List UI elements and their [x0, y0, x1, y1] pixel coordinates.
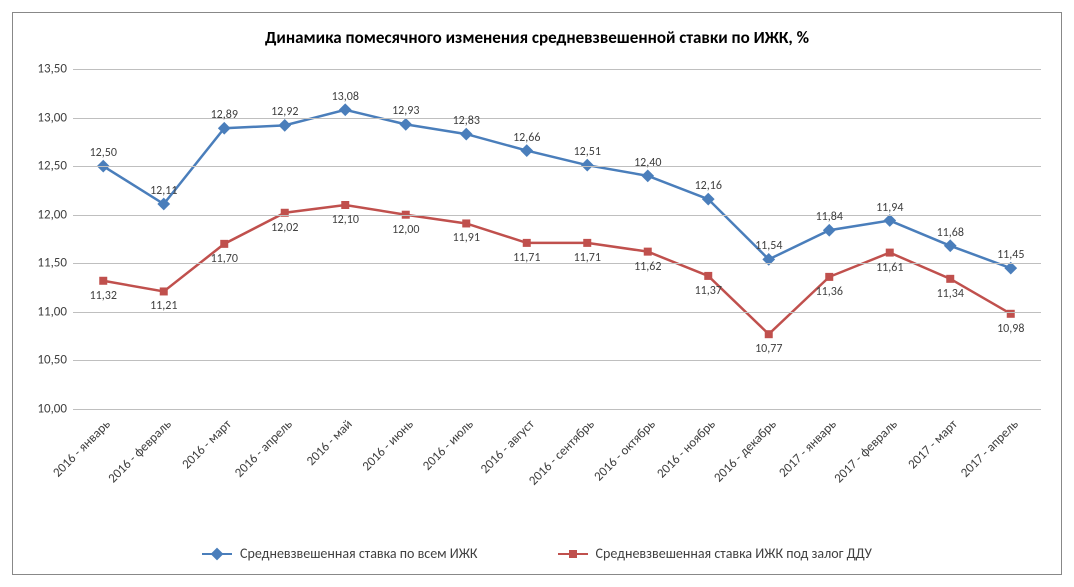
data-label: 11,61	[876, 261, 903, 275]
data-marker	[160, 287, 168, 295]
data-label: 12,89	[211, 108, 238, 122]
data-marker	[641, 169, 654, 182]
data-label: 12,93	[392, 104, 419, 118]
data-label: 12,16	[695, 179, 722, 193]
series-line	[103, 110, 1011, 268]
legend-item: Средневзвешенная ставка ИЖК под залог ДД…	[558, 545, 872, 562]
x-axis-label: 2017 - апрель	[958, 417, 1022, 481]
data-marker	[823, 224, 836, 237]
plot-area: 10,0010,5011,0011,5012,0012,5013,0013,50…	[73, 69, 1041, 409]
data-label: 11,68	[937, 226, 964, 240]
data-marker	[339, 103, 352, 116]
y-axis-label: 11,00	[37, 304, 67, 319]
data-label: 11,45	[997, 248, 1024, 262]
legend: Средневзвешенная ставка по всем ИЖК Средн…	[13, 545, 1061, 562]
data-marker	[462, 219, 470, 227]
data-marker	[341, 201, 349, 209]
y-axis-label: 13,00	[37, 110, 67, 125]
data-label: 12,92	[271, 105, 298, 119]
data-label: 13,08	[332, 90, 359, 104]
data-marker	[946, 275, 954, 283]
x-axis-label: 2016 - апрель	[232, 417, 296, 481]
data-label: 12,11	[150, 184, 177, 198]
data-label: 11,21	[150, 299, 177, 313]
data-label: 11,84	[816, 210, 843, 224]
x-axis-label: 2016 - январь	[50, 417, 113, 480]
x-axis-label: 2016 - октябрь	[591, 417, 658, 484]
data-label: 10,98	[997, 322, 1024, 336]
data-label: 12,83	[453, 114, 480, 128]
data-label: 11,70	[211, 252, 238, 266]
data-label: 12,66	[513, 131, 540, 145]
data-marker	[523, 239, 531, 247]
x-axis-label: 2016 - февраль	[105, 417, 174, 486]
data-label: 11,34	[937, 287, 964, 301]
x-axis-label: 2016 - май	[304, 417, 356, 469]
y-axis-label: 10,50	[37, 353, 67, 368]
y-axis-label: 13,50	[37, 62, 67, 77]
data-label: 11,36	[816, 285, 843, 299]
data-label: 12,02	[271, 221, 298, 235]
x-axis-label: 2017 - февраль	[831, 417, 900, 486]
data-label: 11,91	[453, 231, 480, 245]
data-label: 12,50	[90, 146, 117, 160]
data-label: 11,37	[695, 284, 722, 298]
gridline	[73, 312, 1041, 313]
x-axis-label: 2016 - март	[180, 417, 235, 472]
data-marker	[220, 240, 228, 248]
y-axis-label: 10,00	[37, 402, 67, 417]
legend-marker	[558, 553, 588, 555]
data-marker	[460, 128, 473, 141]
data-label: 11,71	[513, 251, 540, 265]
data-label: 11,94	[876, 201, 903, 215]
data-marker	[278, 119, 291, 132]
data-marker	[944, 239, 957, 252]
x-axis-label: 2016 - декабрь	[711, 417, 779, 485]
y-axis-label: 12,50	[37, 159, 67, 174]
legend-marker	[202, 553, 232, 555]
gridline	[73, 166, 1041, 167]
data-label: 12,00	[392, 223, 419, 237]
data-label: 12,40	[634, 156, 661, 170]
data-label: 12,51	[574, 145, 601, 159]
data-marker	[520, 144, 533, 157]
x-axis-label: 2016 - ноябрь	[654, 417, 718, 481]
gridline	[73, 215, 1041, 216]
data-label: 11,32	[90, 289, 117, 303]
x-axis-label: 2016 - август	[478, 417, 538, 477]
chart-container: Динамика помесячного изменения средневзв…	[12, 12, 1062, 575]
x-axis-label: 2016 - июль	[420, 417, 477, 474]
gridline	[73, 409, 1041, 410]
legend-label: Средневзвешенная ставка по всем ИЖК	[240, 545, 478, 562]
data-marker	[644, 248, 652, 256]
data-marker	[99, 277, 107, 285]
chart-title: Динамика помесячного изменения средневзв…	[13, 13, 1061, 56]
y-axis-label: 12,00	[37, 207, 67, 222]
data-marker	[399, 118, 412, 131]
x-axis-label: 2017 - март	[906, 417, 961, 472]
legend-label: Средневзвешенная ставка ИЖК под залог ДД…	[596, 545, 872, 562]
data-label: 10,77	[755, 342, 782, 356]
data-label: 12,10	[332, 213, 359, 227]
legend-item: Средневзвешенная ставка по всем ИЖК	[202, 545, 478, 562]
data-label: 11,71	[574, 251, 601, 265]
x-axis-label: 2016 - июнь	[359, 417, 416, 474]
data-marker	[886, 249, 894, 257]
data-label: 11,54	[755, 239, 782, 253]
series-line	[103, 205, 1011, 334]
data-marker	[704, 272, 712, 280]
gridline	[73, 69, 1041, 70]
data-marker	[765, 330, 773, 338]
gridline	[73, 360, 1041, 361]
x-axis-label: 2017 - январь	[776, 417, 839, 480]
y-axis-label: 11,50	[37, 256, 67, 271]
data-marker	[583, 239, 591, 247]
data-marker	[825, 273, 833, 281]
data-label: 11,62	[634, 260, 661, 274]
data-marker	[883, 214, 896, 227]
